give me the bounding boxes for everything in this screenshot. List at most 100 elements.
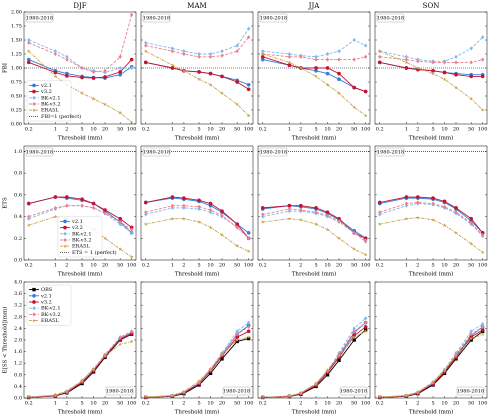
y-tick-label: 1.0 — [14, 149, 22, 155]
legend-label: BK-v3.2 — [41, 312, 61, 318]
marker — [246, 87, 251, 92]
marker — [235, 222, 240, 227]
plot-area — [375, 146, 487, 260]
marker — [352, 329, 356, 334]
marker — [80, 65, 84, 71]
y-tick-label: 1.75 — [11, 24, 22, 30]
x-tick-label: 50 — [234, 127, 240, 133]
x-tick-label: 1 — [54, 401, 57, 407]
marker — [118, 65, 122, 71]
legend-label: FBI=1 (perfect) — [41, 113, 81, 120]
marker — [246, 320, 251, 325]
marker — [363, 54, 368, 59]
legend-label: v3.2 — [40, 300, 52, 306]
x-tick-label: 0.2 — [142, 263, 150, 269]
marker — [197, 54, 201, 59]
marker — [246, 249, 251, 253]
marker — [246, 336, 251, 341]
marker — [454, 60, 458, 65]
marker — [26, 223, 31, 227]
marker — [235, 225, 239, 230]
marker — [246, 35, 251, 40]
marker — [170, 393, 175, 398]
marker — [235, 332, 239, 337]
marker — [454, 206, 458, 210]
marker — [325, 368, 330, 373]
y-tick-label: 0.8 — [14, 372, 22, 378]
y-axis-label: FBI — [3, 63, 9, 73]
marker — [363, 43, 368, 48]
x-tick-label: 10 — [207, 127, 213, 133]
marker — [287, 54, 292, 59]
x-tick-label: 1 — [171, 127, 174, 133]
marker — [416, 200, 420, 205]
marker — [404, 393, 409, 398]
x-tick-label: 2 — [416, 263, 419, 269]
marker — [442, 199, 447, 204]
x-tick-label: 10 — [207, 401, 213, 407]
x-axis-label: Threshold (mm) — [409, 271, 454, 278]
marker — [170, 205, 175, 210]
y-tick-label: 0.00 — [11, 122, 22, 128]
y-tick-label: 0.4 — [14, 214, 22, 220]
marker — [182, 203, 186, 208]
marker — [352, 105, 357, 109]
marker — [363, 239, 368, 244]
annotation-box — [142, 147, 171, 157]
annotation: 1980-2018 — [377, 16, 404, 22]
marker — [246, 236, 251, 241]
x-axis-label: Threshold (mm) — [175, 135, 220, 142]
series-line — [379, 61, 483, 77]
axes-frame — [140, 11, 254, 125]
x-tick-label: 2 — [299, 263, 302, 269]
x-tick-label: 2 — [65, 127, 68, 133]
x-tick-label: 50 — [468, 401, 474, 407]
marker — [144, 40, 148, 45]
x-tick-label: 1 — [288, 263, 291, 269]
marker — [65, 389, 69, 394]
marker — [182, 205, 186, 210]
marker — [377, 60, 382, 65]
marker — [454, 54, 458, 59]
x-tick-label: 1 — [288, 401, 291, 407]
marker — [442, 367, 447, 372]
marker — [363, 252, 368, 257]
x-tick-label: 2 — [182, 401, 185, 407]
x-tick-label: 5 — [314, 401, 317, 407]
marker — [26, 395, 31, 399]
marker — [143, 395, 148, 399]
marker — [260, 51, 265, 56]
marker — [442, 204, 447, 209]
axes-frame — [374, 281, 488, 399]
marker — [314, 381, 318, 386]
annotation: 1980-2018 — [377, 150, 404, 156]
marker — [416, 59, 420, 64]
marker — [220, 49, 224, 54]
marker — [26, 49, 31, 53]
marker — [53, 393, 58, 397]
panel: Threshold (mm) 0.2 1 2 5 10 20 50 100 1980-2018 — [257, 145, 370, 278]
marker — [314, 54, 318, 59]
x-tick-label: 10 — [441, 401, 447, 407]
marker — [103, 211, 107, 216]
marker — [261, 49, 265, 54]
x-axis-label: Threshold (mm) — [58, 409, 103, 415]
marker — [337, 49, 341, 54]
x-tick-label: 0.2 — [259, 263, 267, 269]
marker — [208, 225, 213, 230]
x-tick-label: 100 — [478, 263, 488, 269]
y-tick-label: 3.6 — [14, 291, 22, 297]
marker — [143, 200, 148, 205]
x-tick-label: 2 — [416, 401, 419, 407]
marker — [287, 203, 292, 208]
x-tick-label: 100 — [244, 401, 254, 407]
series-line — [145, 218, 249, 252]
plot-area — [141, 146, 253, 260]
marker — [182, 51, 186, 57]
series-line — [28, 59, 132, 79]
series-line — [145, 61, 249, 90]
marker — [32, 293, 36, 298]
marker — [63, 231, 67, 236]
marker — [80, 75, 84, 80]
